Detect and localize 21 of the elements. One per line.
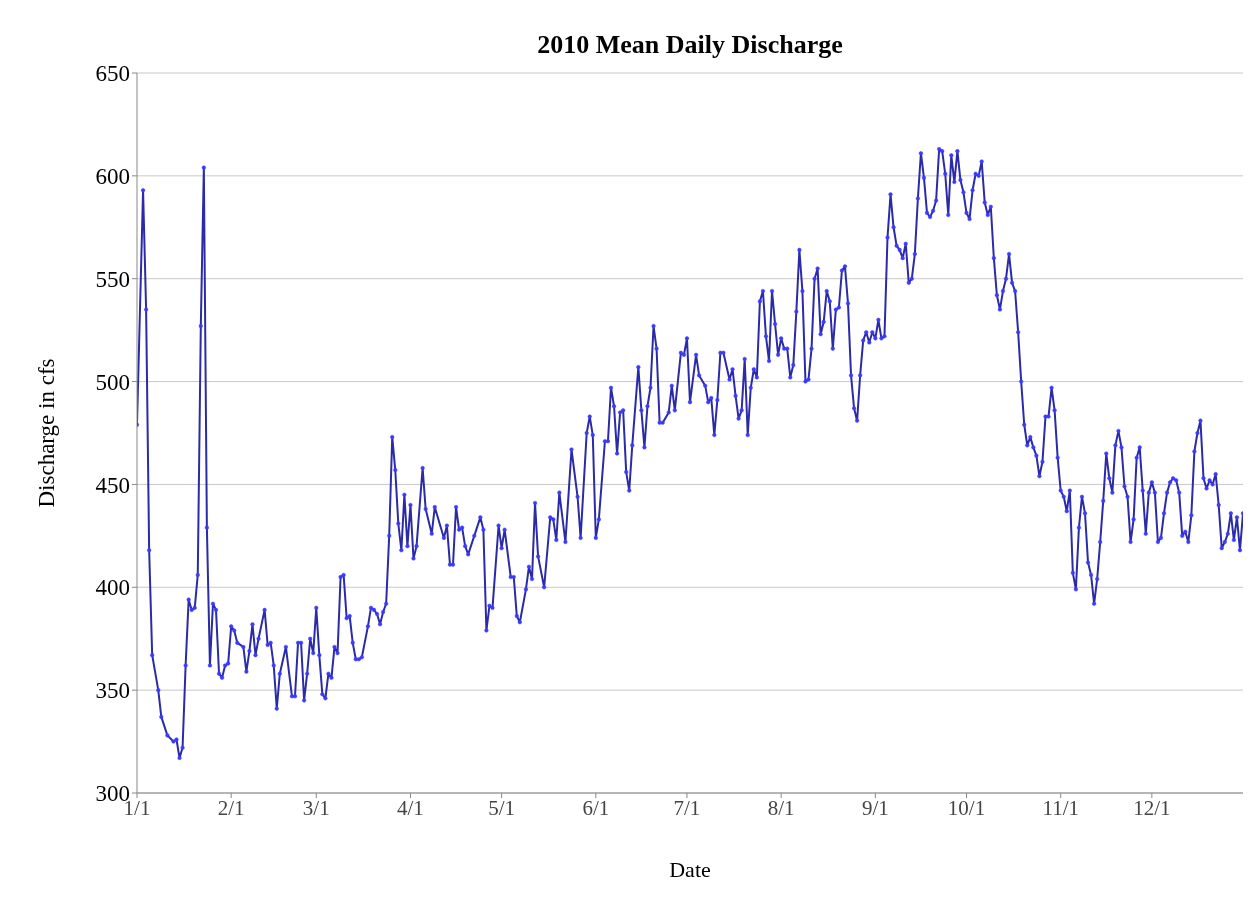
x-tick-label: 5/1 bbox=[488, 795, 516, 820]
x-tick-label: 2/1 bbox=[217, 795, 245, 820]
y-tick-label: 550 bbox=[95, 266, 130, 292]
x-tick-label: 11/1 bbox=[1042, 795, 1079, 820]
x-tick-label: 12/1 bbox=[1133, 795, 1171, 820]
y-tick-label: 500 bbox=[95, 369, 130, 395]
x-tick-label: 6/1 bbox=[582, 795, 610, 820]
y-tick-label: 400 bbox=[95, 575, 130, 601]
x-tick-label: 10/1 bbox=[947, 795, 986, 820]
y-axis-title: Discharge in cfs bbox=[34, 358, 60, 508]
y-tick-label: 450 bbox=[95, 472, 130, 498]
x-tick-label: 7/1 bbox=[673, 795, 701, 820]
x-tick-label: 3/1 bbox=[302, 795, 330, 820]
x-tick-label: 9/1 bbox=[861, 795, 889, 820]
y-tick-label: 650 bbox=[95, 61, 130, 87]
y-tick-label: 600 bbox=[95, 164, 130, 190]
x-tick-label: 8/1 bbox=[767, 795, 795, 820]
chart-title: 2010 Mean Daily Discharge bbox=[536, 30, 844, 60]
y-tick-label: 350 bbox=[95, 678, 130, 704]
x-tick-label: 4/1 bbox=[397, 795, 424, 820]
x-axis-title: Date bbox=[669, 857, 711, 882]
